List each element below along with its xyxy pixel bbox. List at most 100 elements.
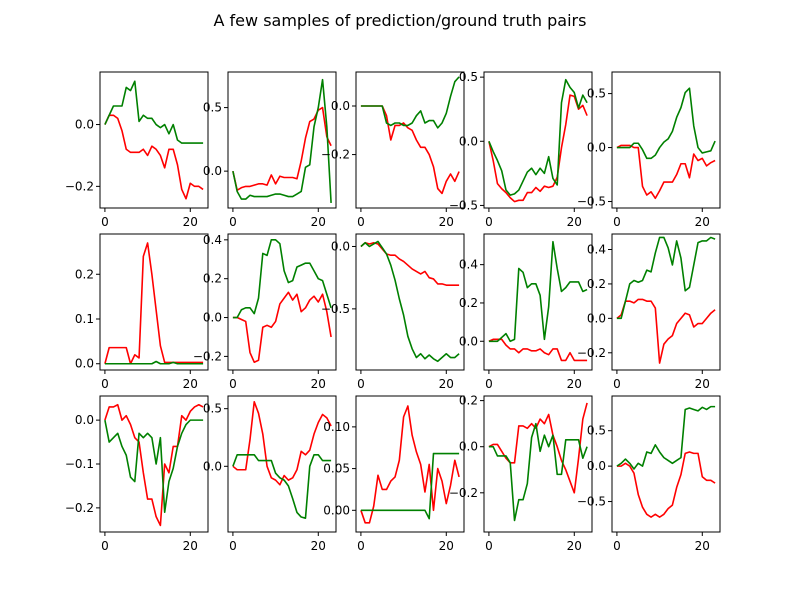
- subplot-1: 0 20 −0.2 0.0: [65, 71, 209, 229]
- y-tick-label: 0.2: [459, 394, 478, 408]
- y-tick-label: 0.0: [587, 459, 606, 473]
- prediction-line-6: [104, 242, 204, 365]
- y-tick-label: 0.00: [323, 503, 350, 517]
- prediction-line-1: [104, 114, 204, 200]
- x-tick-label: 20: [311, 539, 326, 553]
- y-tick-label: 0.4: [587, 242, 606, 256]
- subplot-15: 0 20 −0.5 0.0 0.5: [577, 395, 721, 553]
- subplot-12: 0 20 0.0 0.5: [203, 395, 337, 553]
- figure-title: A few samples of prediction/ground truth…: [214, 11, 587, 30]
- axes-frame: [355, 71, 465, 209]
- prediction-line-14: [488, 402, 588, 494]
- prediction-line-2: [232, 106, 332, 192]
- axes-frame: [99, 71, 209, 209]
- y-tick-label: 0.0: [203, 164, 222, 178]
- y-tick-label: 0.0: [75, 357, 94, 371]
- x-tick-label: 20: [567, 215, 582, 229]
- y-tick-label: 0.5: [587, 87, 606, 101]
- y-tick-label: 0.0: [331, 99, 350, 113]
- y-tick-label: 0.2: [203, 272, 222, 286]
- y-tick-label: 0.4: [459, 258, 478, 272]
- y-tick-label: −0.2: [65, 179, 94, 193]
- ground-truth-line-11: [104, 419, 204, 514]
- x-tick-label: 0: [229, 215, 237, 229]
- x-tick-label: 0: [613, 377, 621, 391]
- x-tick-label: 0: [485, 215, 493, 229]
- x-tick-label: 0: [101, 215, 109, 229]
- axes-frame: [99, 233, 209, 371]
- axes-frame: [483, 233, 593, 371]
- y-tick-label: −0.2: [577, 346, 606, 360]
- axes-frame: [611, 233, 721, 371]
- subplot-2: 0 20 0.0 0.5: [203, 71, 337, 229]
- y-tick-label: −0.2: [65, 501, 94, 515]
- y-tick-label: −0.2: [449, 486, 478, 500]
- ground-truth-line-13: [360, 452, 460, 520]
- prediction-line-10: [616, 298, 716, 364]
- subplot-6: 0 20 0.0 0.1 0.2: [75, 233, 209, 391]
- ground-truth-line-5: [616, 87, 716, 160]
- axes-frame: [483, 395, 593, 533]
- ground-truth-line-7: [232, 239, 332, 319]
- axes-frame: [483, 71, 593, 209]
- subplot-11: 0 20 −0.2 −0.1 0.0: [65, 395, 209, 553]
- y-tick-label: 0.5: [459, 70, 478, 84]
- x-tick-label: 0: [229, 377, 237, 391]
- x-tick-label: 0: [229, 539, 237, 553]
- x-tick-label: 0: [101, 377, 109, 391]
- prediction-line-15: [616, 451, 716, 518]
- axes-frame: [611, 395, 721, 533]
- x-tick-label: 20: [695, 215, 710, 229]
- ground-truth-line-3: [360, 76, 460, 129]
- x-tick-label: 0: [357, 539, 365, 553]
- ground-truth-line-12: [232, 453, 332, 519]
- prediction-line-7: [232, 291, 332, 364]
- y-tick-label: 0.1: [75, 312, 94, 326]
- axes-frame: [227, 71, 337, 209]
- y-tick-label: 0.5: [587, 424, 606, 438]
- ground-truth-line-8: [360, 240, 460, 363]
- y-tick-label: 0.0: [331, 239, 350, 253]
- ground-truth-line-1: [104, 80, 204, 144]
- y-tick-label: −0.2: [193, 349, 222, 363]
- y-tick-label: 0.0: [459, 334, 478, 348]
- subplot-3: 0 20 −0.2 0.0: [321, 71, 465, 229]
- y-tick-label: 0.0: [587, 141, 606, 155]
- prediction-line-13: [360, 405, 460, 524]
- x-tick-label: 20: [183, 377, 198, 391]
- subplot-4: 0 20 −0.5 0.0 0.5: [449, 70, 593, 229]
- subplot-grid: 0 20−0.20.00 200.00.50 20−0.20.00 20−0.50.00…: [65, 70, 721, 553]
- y-tick-label: 0.0: [459, 440, 478, 454]
- y-tick-label: 0.5: [203, 101, 222, 115]
- subplot-7: 0 20 −0.2 0.0 0.2 0.4: [193, 233, 337, 391]
- subplot-5: 0 20 −0.5 0.0 0.5: [577, 71, 721, 229]
- ground-truth-line-6: [104, 360, 204, 365]
- subplot-13: 0 20 0.00 0.05 0.10: [323, 395, 465, 553]
- x-tick-label: 0: [357, 215, 365, 229]
- x-tick-label: 20: [439, 377, 454, 391]
- ground-truth-line-15: [616, 405, 716, 470]
- y-tick-label: 0.0: [75, 118, 94, 132]
- x-tick-label: 0: [101, 539, 109, 553]
- x-tick-label: 20: [695, 377, 710, 391]
- axes-frame: [355, 233, 465, 371]
- x-tick-label: 20: [183, 539, 198, 553]
- y-tick-label: 0.0: [75, 413, 94, 427]
- axes-frame: [611, 71, 721, 209]
- y-tick-label: 0.2: [459, 296, 478, 310]
- axes-frame: [227, 395, 337, 533]
- x-tick-label: 0: [357, 377, 365, 391]
- ground-truth-line-14: [488, 422, 588, 522]
- axes-frame: [227, 233, 337, 371]
- prediction-line-4: [488, 94, 588, 203]
- y-tick-label: 0.0: [203, 311, 222, 325]
- ground-truth-line-9: [488, 240, 588, 343]
- x-tick-label: 0: [485, 377, 493, 391]
- prediction-line-9: [488, 338, 588, 362]
- x-tick-label: 0: [485, 539, 493, 553]
- subplot-14: 0 20 −0.2 0.0 0.2: [449, 394, 593, 553]
- y-tick-label: 0.10: [323, 420, 350, 434]
- ground-truth-line-2: [232, 78, 332, 203]
- prediction-line-8: [360, 241, 460, 286]
